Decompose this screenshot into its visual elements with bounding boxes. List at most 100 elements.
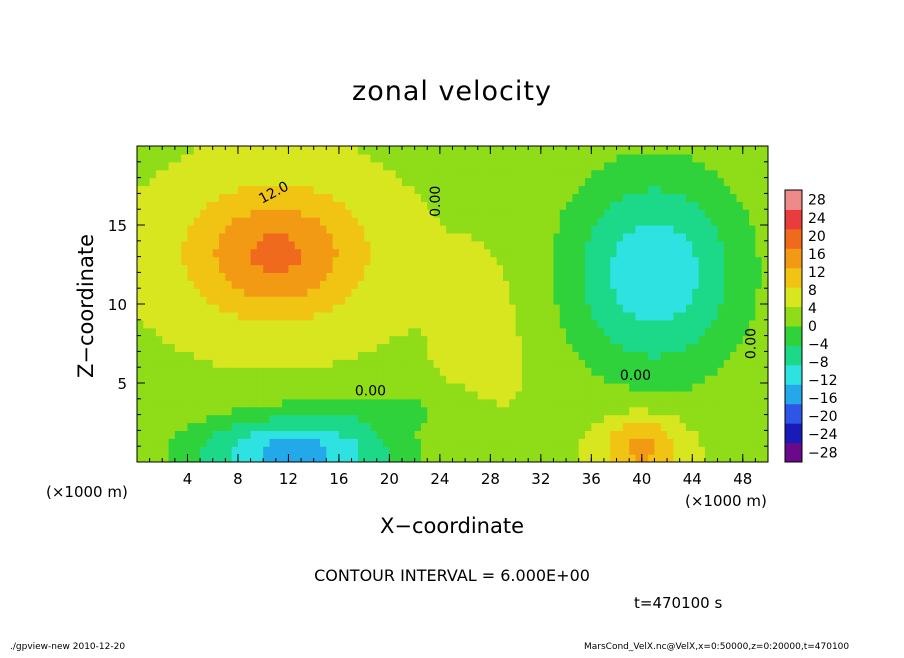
heatmap-cell (610, 414, 618, 424)
heatmap-cell (427, 343, 435, 352)
heatmap-cell (648, 319, 656, 329)
heatmap-cell (667, 430, 674, 439)
heatmap-cell (704, 335, 712, 345)
heatmap-cell (357, 248, 365, 258)
heatmap-cell (559, 430, 567, 439)
heatmap-cell (477, 193, 485, 202)
heatmap-cell (364, 201, 372, 210)
heatmap-cell (319, 161, 327, 171)
heatmap-cell (622, 375, 630, 384)
heatmap-cell (275, 319, 283, 329)
heatmap-cell (439, 343, 447, 352)
heatmap-cell (698, 311, 706, 321)
heatmap-cell (162, 398, 170, 408)
heatmap-cell (578, 146, 586, 155)
heatmap-cell (509, 146, 517, 155)
heatmap-cell (376, 375, 384, 384)
heatmap-cell (755, 398, 763, 408)
heatmap-cell (244, 351, 252, 360)
heatmap-cell (534, 280, 542, 289)
heatmap-cell (420, 406, 428, 416)
heatmap-cell (471, 351, 479, 360)
heatmap-cell (572, 383, 580, 392)
heatmap-cell (603, 351, 611, 360)
heatmap-cell (704, 327, 712, 337)
heatmap-cell (730, 351, 738, 360)
heatmap-cell (711, 193, 719, 202)
heatmap-cell (490, 232, 498, 242)
heatmap-cell (704, 280, 712, 289)
heatmap-cell (597, 390, 605, 400)
heatmap-cell (603, 319, 611, 329)
heatmap-cell (427, 438, 435, 447)
heatmap-cell (332, 390, 340, 400)
heatmap-cell (679, 209, 687, 218)
heatmap-cell (730, 209, 738, 218)
heatmap-cell (446, 240, 454, 250)
heatmap-cell (200, 209, 208, 218)
heatmap-cell (237, 359, 245, 368)
heatmap-cell (181, 446, 189, 455)
heatmap-cell (465, 398, 473, 408)
heatmap-cell (357, 232, 365, 242)
heatmap-cell (244, 153, 252, 163)
heatmap-cell (193, 193, 201, 202)
heatmap-cell (193, 177, 201, 187)
heatmap-cell (313, 280, 321, 289)
heatmap-cell (187, 343, 195, 352)
heatmap-cell (357, 422, 365, 431)
heatmap-cell (534, 430, 542, 439)
heatmap-cell (319, 454, 327, 462)
x-tick-label: 8 (233, 470, 243, 488)
heatmap-cell (698, 248, 706, 258)
heatmap-cell (275, 240, 283, 250)
heatmap-cell (345, 161, 353, 171)
heatmap-cell (496, 153, 504, 163)
heatmap-cell (137, 272, 144, 281)
heatmap-cell (465, 209, 473, 218)
heatmap-cell (237, 304, 245, 313)
heatmap-cell (477, 398, 485, 408)
heatmap-cell (685, 367, 693, 376)
heatmap-cell (446, 201, 454, 210)
heatmap-cell (307, 201, 315, 210)
heatmap-cell (685, 311, 693, 321)
heatmap-cell (364, 311, 372, 321)
heatmap-cell (685, 169, 693, 179)
heatmap-cell (351, 256, 359, 266)
heatmap-cell (326, 319, 334, 329)
heatmap-cell (742, 335, 750, 345)
heatmap-cell (559, 240, 567, 250)
heatmap-cell (275, 367, 283, 376)
heatmap-cell (692, 264, 700, 273)
heatmap-cell (502, 343, 510, 352)
heatmap-cell (383, 264, 390, 273)
heatmap-cell (629, 390, 637, 400)
heatmap-cell (137, 311, 144, 321)
heatmap-cell (206, 185, 214, 194)
heatmap-cell (319, 146, 327, 155)
heatmap-cell (490, 264, 498, 273)
heatmap-cell (465, 272, 473, 281)
heatmap-cell (660, 430, 668, 439)
heatmap-cell (420, 225, 428, 234)
heatmap-cell (673, 454, 681, 462)
heatmap-cell (749, 351, 756, 360)
colorbar-segment (785, 306, 802, 327)
heatmap-cell (313, 398, 321, 408)
heatmap-cell (414, 351, 422, 360)
heatmap-cell (711, 296, 719, 305)
heatmap-cell (319, 343, 327, 352)
heatmap-cell (370, 146, 378, 155)
heatmap-cell (345, 367, 353, 376)
heatmap-cell (458, 414, 466, 424)
heatmap-cell (730, 446, 738, 455)
heatmap-cell (736, 343, 744, 352)
heatmap-cell (749, 398, 756, 408)
heatmap-cell (414, 209, 422, 218)
heatmap-cell (174, 185, 182, 194)
heatmap-cell (275, 446, 283, 455)
heatmap-cell (137, 185, 144, 194)
heatmap-cell (572, 169, 580, 179)
heatmap-cell (742, 280, 750, 289)
